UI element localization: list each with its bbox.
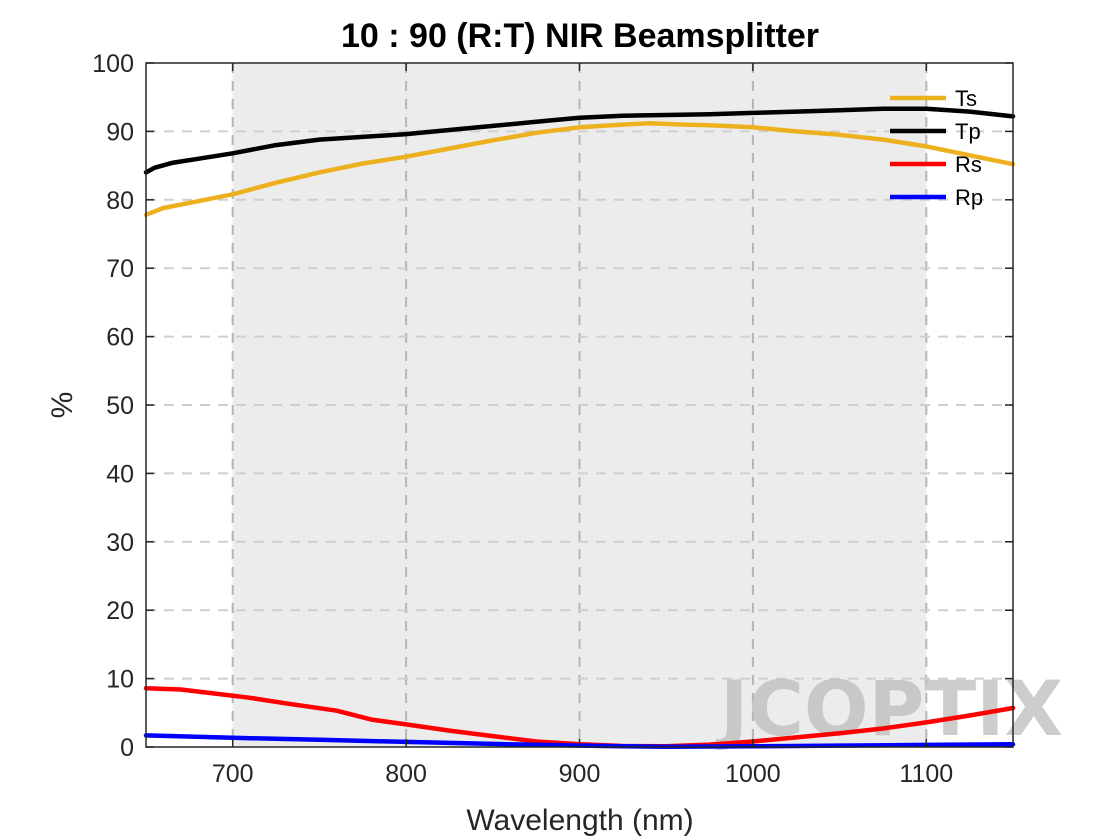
x-axis-label: Wavelength (nm) bbox=[466, 804, 693, 837]
grid-layer bbox=[146, 63, 1013, 747]
y-tick-label: 0 bbox=[120, 734, 134, 762]
series-line-rp bbox=[143, 733, 1016, 749]
y-tick-label: 20 bbox=[106, 597, 134, 625]
x-tick-label: 900 bbox=[559, 760, 601, 788]
series-layer bbox=[143, 106, 1016, 749]
y-tick-label: 40 bbox=[106, 460, 134, 488]
series-line-ts bbox=[143, 120, 1016, 218]
legend-label-tp: Tp bbox=[955, 119, 981, 144]
legend-label-rs: Rs bbox=[955, 152, 982, 177]
y-tick-label: 90 bbox=[106, 118, 134, 146]
y-axis-label: % bbox=[46, 392, 79, 419]
y-tick-label: 60 bbox=[106, 324, 134, 352]
x-tick-label: 700 bbox=[212, 760, 254, 788]
series-line-tp bbox=[143, 106, 1016, 175]
tick-layer: 700 800 900 1000 1100 0 10 20 30 40 50 60 70 80 90 100 bbox=[92, 50, 1013, 788]
y-tick-label: 10 bbox=[106, 666, 134, 694]
y-tick-label: 30 bbox=[106, 529, 134, 557]
y-tick-label: 80 bbox=[106, 187, 134, 215]
legend-label-ts: Ts bbox=[955, 86, 977, 111]
legend-label-rp: Rp bbox=[955, 185, 983, 210]
y-tick-label: 70 bbox=[106, 255, 134, 283]
legend: Ts Tp Rs Rp bbox=[890, 86, 983, 210]
x-tick-label: 800 bbox=[385, 760, 427, 788]
y-tick-label: 100 bbox=[92, 50, 134, 78]
y-tick-label: 50 bbox=[106, 392, 134, 420]
x-tick-label: 1000 bbox=[725, 760, 781, 788]
series-line-rs bbox=[143, 685, 1016, 749]
x-tick-label: 1100 bbox=[899, 760, 953, 788]
chart-title: 10 : 90 (R:T) NIR Beamsplitter bbox=[341, 17, 819, 55]
